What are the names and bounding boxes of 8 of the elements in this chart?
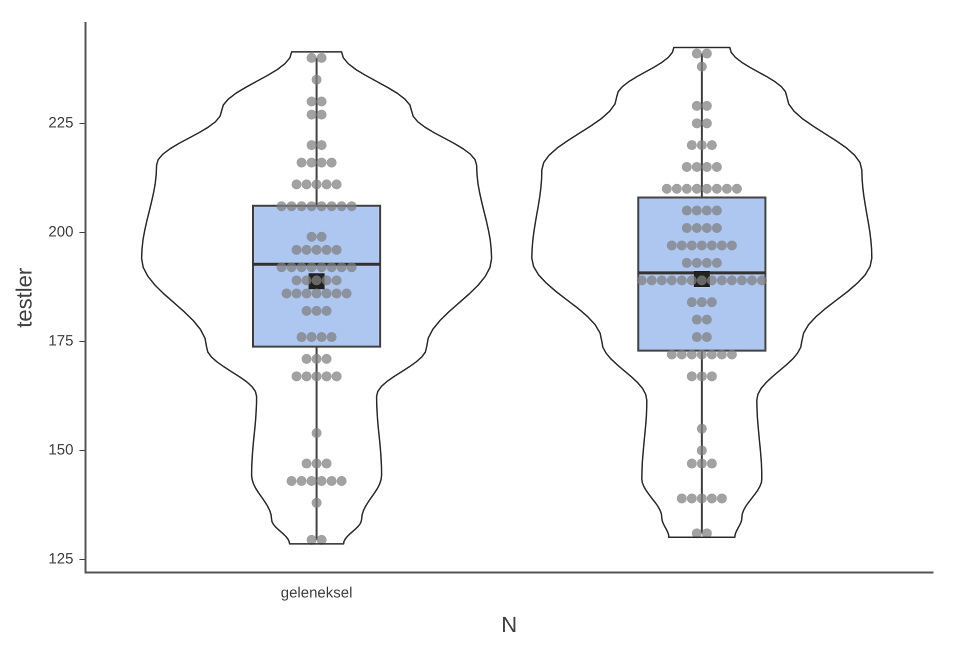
y-tick-label: 150 <box>48 442 74 459</box>
y-tick-label: 125 <box>48 550 74 568</box>
y-tick-label: 225 <box>48 114 74 132</box>
x-tick-label: geleneksel <box>280 584 352 602</box>
y-axis-title: testler <box>11 268 36 328</box>
y-tick-label: 200 <box>48 224 74 241</box>
x-axis-title: N <box>501 612 518 637</box>
y-tick-label: 175 <box>48 332 74 350</box>
